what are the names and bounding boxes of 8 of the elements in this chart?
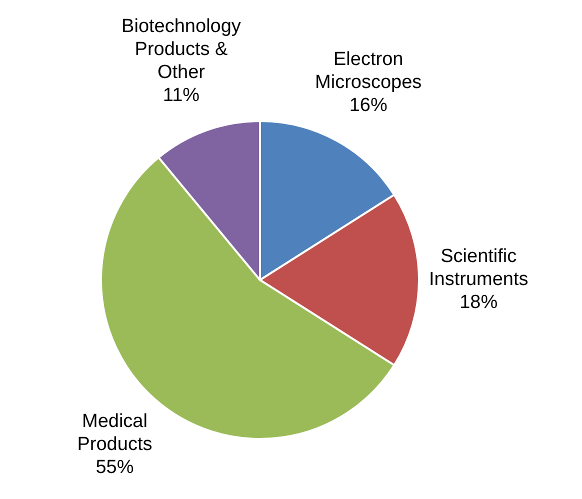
data-label: 16%: [349, 95, 388, 116]
data-label: 18%: [460, 292, 498, 314]
slice-label: Scientific Instruments: [428, 246, 528, 290]
data-label: 55%: [96, 457, 134, 478]
slice-label: Electron Microscopes: [315, 49, 422, 94]
slice-label: Biotechnology Products & Other: [122, 16, 242, 83]
slice-label: Medical Products: [77, 411, 152, 456]
data-label: 11%: [162, 84, 200, 106]
